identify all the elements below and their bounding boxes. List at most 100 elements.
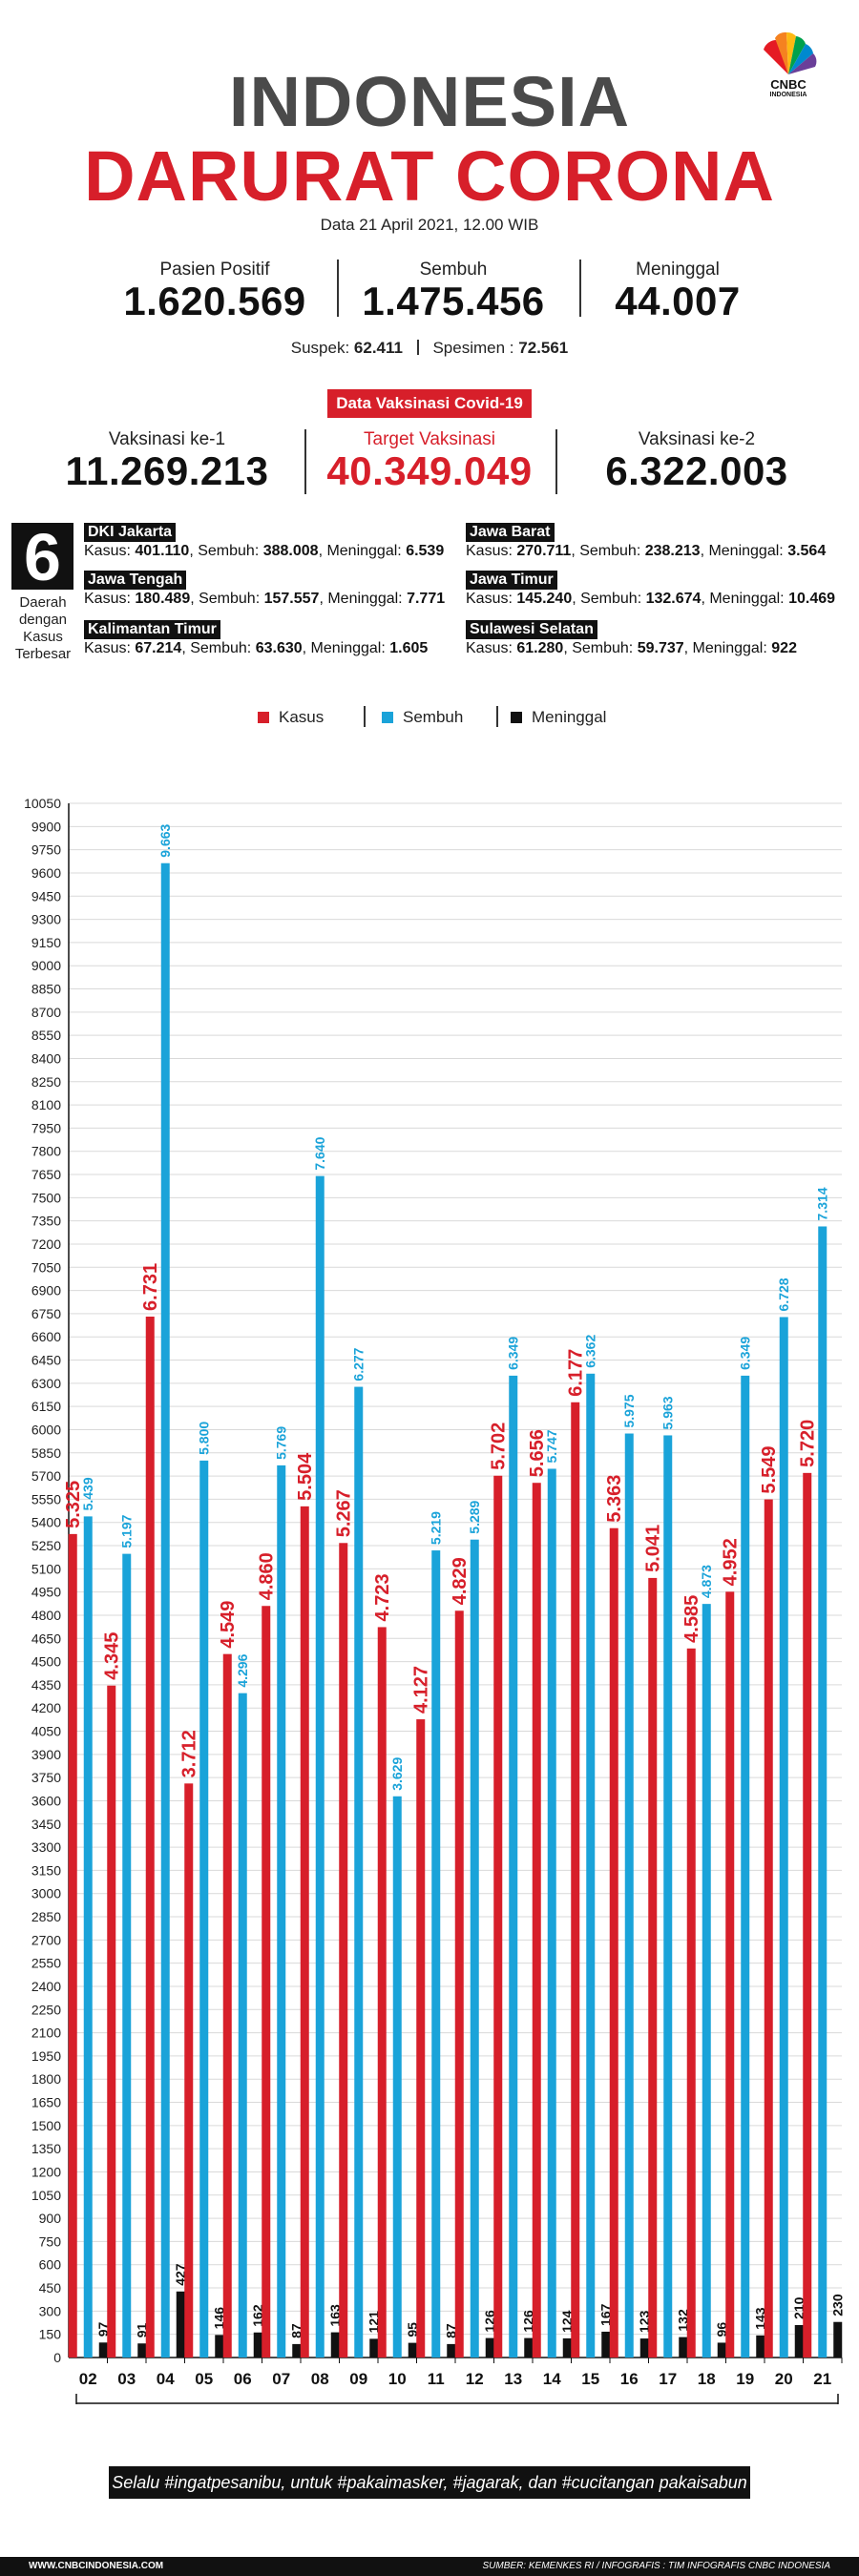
bar-meninggal: [408, 2342, 417, 2358]
y-tick-label: 10050: [24, 796, 61, 811]
data-label-sembuh: 4.296: [235, 1653, 250, 1687]
bar-kasus: [764, 1499, 773, 2358]
kasus-label: Kasus:: [84, 591, 131, 607]
y-tick-label: 3750: [31, 1770, 61, 1785]
x-tick-label: 18: [698, 2370, 716, 2388]
vaksinasi-2-label: Vaksinasi ke-2: [638, 429, 756, 449]
y-tick-label: 9750: [31, 842, 61, 858]
region-name: Jawa Tengah: [84, 571, 187, 590]
legend-sembuh: Sembuh: [382, 708, 463, 727]
y-tick-label: 8700: [31, 1005, 61, 1020]
sembuh-value: 63.630: [255, 640, 303, 656]
y-tick-label: 7200: [31, 1236, 61, 1252]
region-item: Kalimantan Timur Kasus: 67.214, Sembuh: 6…: [84, 620, 428, 658]
bar-sembuh: [122, 1553, 132, 2358]
data-label-meninggal: 427: [173, 2263, 188, 2286]
sembuh-value: 238.213: [644, 543, 701, 559]
data-label-meninggal: 121: [367, 2311, 382, 2334]
sembuh-value: 132.674: [645, 591, 702, 607]
x-tick-label: 21: [813, 2370, 831, 2388]
data-label-kasus: 5.702: [489, 1423, 510, 1470]
x-tick-label: 17: [659, 2370, 677, 2388]
bar-meninggal: [562, 2337, 572, 2358]
region-caption-line: Kasus: [23, 629, 63, 645]
data-label-kasus: 4.860: [257, 1552, 278, 1600]
kasus-value: 61.280: [516, 640, 564, 656]
y-tick-label: 3300: [31, 1839, 61, 1855]
y-tick-label: 1200: [31, 2164, 61, 2179]
y-tick-label: 8250: [31, 1074, 61, 1090]
y-tick-label: 7950: [31, 1120, 61, 1135]
vaksinasi-1-value: 11.269.213: [65, 448, 269, 493]
spesimen-value: 72.561: [518, 339, 569, 357]
y-tick-label: 4200: [31, 1700, 61, 1715]
title-line-2: DARURAT CORONA: [84, 136, 775, 216]
bar-meninggal: [679, 2337, 688, 2358]
legend-kasus: Kasus: [258, 708, 324, 727]
y-tick-label: 9300: [31, 912, 61, 927]
bar-meninggal: [137, 2343, 147, 2358]
data-label-kasus: 5.325: [63, 1481, 84, 1528]
bar-meninggal: [98, 2342, 108, 2358]
data-label-sembuh: 5.747: [544, 1429, 559, 1463]
meninggal-label: , Meninggal:: [701, 591, 785, 607]
data-label-kasus: 6.731: [140, 1263, 161, 1311]
logo-text: CNBC: [770, 77, 807, 92]
region-caption-line: Daerah: [19, 594, 67, 611]
bar-kasus: [454, 1610, 464, 2358]
x-tick-label: 07: [272, 2370, 290, 2388]
data-label-sembuh: 6.349: [738, 1337, 753, 1370]
y-tick-label: 6000: [31, 1422, 61, 1437]
kasus-value: 67.214: [135, 640, 182, 656]
logo-subtext: INDONESIA: [769, 92, 807, 98]
legend-swatch: [511, 712, 522, 723]
y-tick-label: 4500: [31, 1654, 61, 1670]
x-tick-label: 13: [504, 2370, 522, 2388]
region-detail: Kasus: 145.240, Sembuh: 132.674, Meningg…: [466, 590, 835, 609]
bar-meninggal: [292, 2343, 302, 2358]
y-tick-label: 5100: [31, 1561, 61, 1576]
meninggal-value: 6.539: [406, 543, 445, 559]
bar-sembuh: [547, 1468, 556, 2358]
data-label-meninggal: 97: [95, 2321, 111, 2337]
meninggal-value: 10.469: [788, 591, 836, 607]
y-tick-label: 3450: [31, 1817, 61, 1832]
data-label-meninggal: 123: [637, 2310, 652, 2333]
y-tick-label: 2850: [31, 1909, 61, 1924]
y-tick-label: 4800: [31, 1608, 61, 1623]
legend-label: Sembuh: [403, 708, 464, 726]
sembuh-label: , Sembuh:: [189, 543, 260, 559]
meninggal-label: , Meninggal:: [683, 640, 767, 656]
y-tick-label: 5400: [31, 1515, 61, 1530]
data-label-meninggal: 91: [135, 2322, 150, 2337]
data-label-kasus: 5.504: [295, 1452, 316, 1501]
bar-sembuh: [818, 1226, 828, 2358]
bar-sembuh: [199, 1460, 209, 2358]
meninggal-label: , Meninggal:: [700, 543, 784, 559]
bar-meninggal: [447, 2343, 456, 2358]
sembuh-label: , Sembuh:: [181, 640, 252, 656]
sembuh-value: 59.737: [637, 640, 684, 656]
data-label-meninggal: 163: [327, 2304, 343, 2327]
region-item: Jawa Timur Kasus: 145.240, Sembuh: 132.67…: [466, 571, 835, 609]
data-label-kasus: 5.041: [643, 1525, 664, 1572]
region-item: DKI Jakarta Kasus: 401.110, Sembuh: 388.0…: [84, 523, 444, 561]
bar-sembuh: [624, 1433, 634, 2358]
kasus-label: Kasus:: [466, 543, 513, 559]
bar-sembuh: [315, 1175, 325, 2358]
meninggal-label: , Meninggal:: [318, 543, 402, 559]
data-label-sembuh: 6.362: [583, 1335, 598, 1368]
bar-kasus: [571, 1402, 580, 2358]
data-label-sembuh: 9.663: [157, 823, 173, 857]
vaksinasi-badge: Data Vaksinasi Covid-19: [327, 389, 532, 418]
y-tick-label: 4350: [31, 1677, 61, 1693]
bar-kasus: [262, 1606, 271, 2358]
data-label-kasus: 5.267: [334, 1489, 355, 1537]
region-name: DKI Jakarta: [84, 523, 177, 542]
y-tick-label: 6900: [31, 1283, 61, 1298]
meninggal-label: , Meninggal:: [319, 591, 403, 607]
y-tick-label: 8850: [31, 982, 61, 997]
x-tick-label: 04: [157, 2370, 175, 2388]
legend-swatch: [258, 712, 269, 723]
y-tick-label: 9900: [31, 819, 61, 834]
